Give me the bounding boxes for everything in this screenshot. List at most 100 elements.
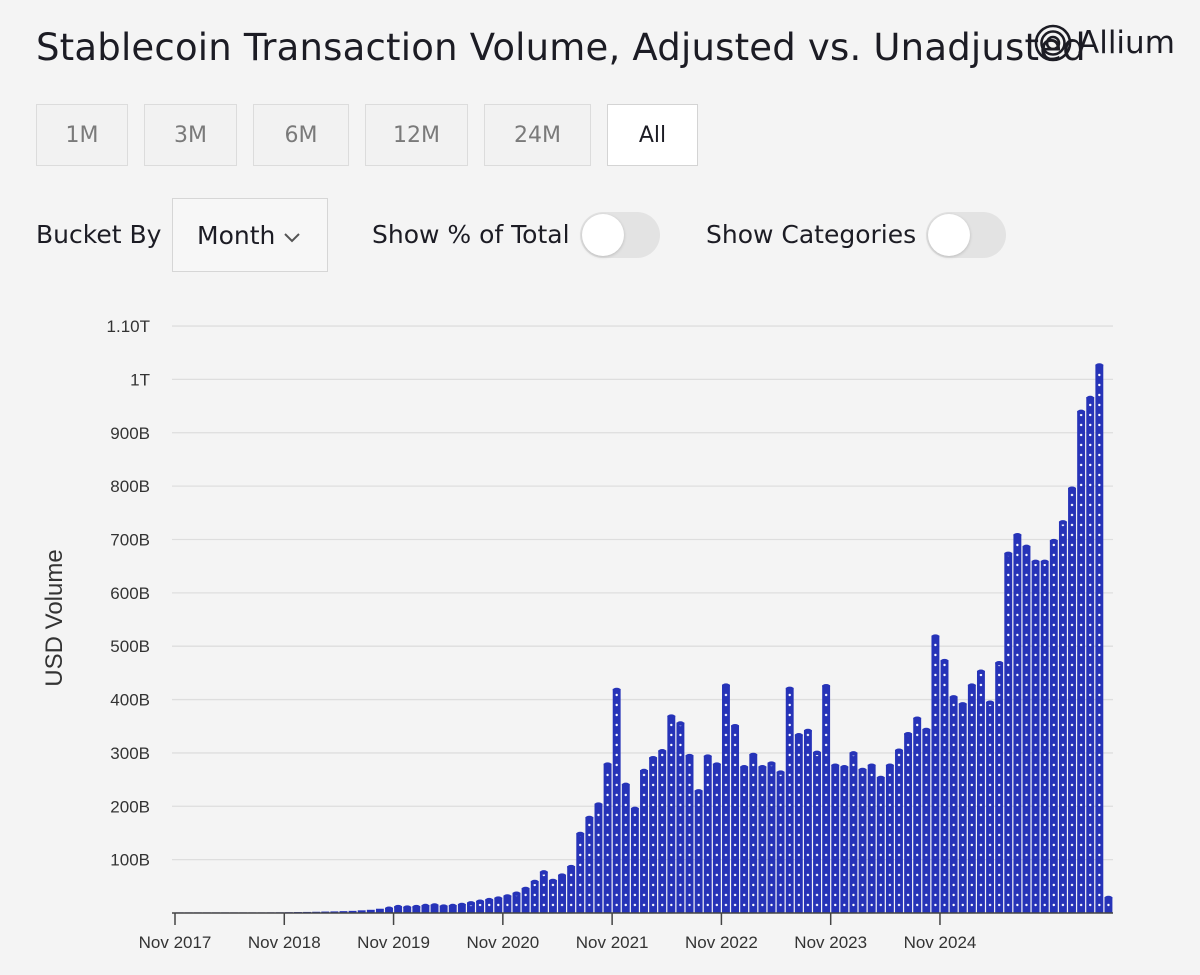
bar[interactable] [394, 906, 403, 913]
bar[interactable] [457, 903, 466, 913]
bar[interactable] [1004, 552, 1013, 913]
range-6m-button[interactable]: 6M [253, 104, 349, 166]
bar[interactable] [348, 910, 357, 913]
range-12m-button[interactable]: 12M [365, 104, 468, 166]
show-categories-toggle[interactable] [926, 212, 1006, 258]
bar[interactable] [776, 771, 785, 913]
bar[interactable] [694, 790, 703, 913]
bar[interactable] [585, 816, 594, 913]
bar-cap [767, 761, 776, 766]
bar[interactable] [703, 755, 712, 913]
bar[interactable] [1022, 545, 1031, 913]
bar[interactable] [922, 728, 931, 913]
bar-cap [703, 754, 712, 759]
bar[interactable] [722, 684, 730, 913]
bar[interactable] [594, 803, 603, 913]
bar[interactable] [904, 733, 913, 913]
bar[interactable] [539, 871, 548, 913]
bar[interactable] [740, 766, 749, 913]
bar[interactable] [558, 874, 566, 913]
bar[interactable] [1068, 487, 1076, 913]
range-3m-button[interactable]: 3M [144, 104, 237, 166]
bar[interactable] [1049, 540, 1058, 913]
bar[interactable] [1086, 397, 1095, 913]
bar[interactable] [849, 752, 858, 913]
bar[interactable] [530, 880, 539, 913]
bar[interactable] [430, 904, 439, 913]
bar[interactable] [1058, 521, 1067, 913]
bar[interactable] [567, 866, 576, 913]
bar[interactable] [986, 701, 995, 913]
bar[interactable] [521, 887, 530, 913]
bar[interactable] [1031, 560, 1040, 913]
bar[interactable] [512, 892, 521, 913]
bar[interactable] [658, 750, 667, 913]
bar[interactable] [503, 895, 512, 913]
bar[interactable] [895, 749, 903, 913]
bar[interactable] [467, 902, 475, 913]
bar-cap [439, 904, 448, 909]
bar[interactable] [749, 753, 758, 913]
bar[interactable] [403, 906, 412, 913]
bar[interactable] [676, 722, 685, 913]
bar[interactable] [876, 776, 885, 913]
bar[interactable] [612, 688, 621, 913]
bar[interactable] [1095, 364, 1104, 913]
bar[interactable] [940, 660, 949, 913]
bar[interactable] [1104, 896, 1113, 913]
bar[interactable] [630, 807, 639, 913]
show-pct-toggle[interactable] [580, 212, 660, 258]
bar[interactable] [330, 911, 339, 913]
bar[interactable] [448, 904, 457, 913]
bar[interactable] [822, 685, 831, 913]
bar[interactable] [576, 832, 585, 913]
bar[interactable] [967, 684, 976, 913]
bar[interactable] [1077, 410, 1086, 913]
bar[interactable] [1040, 560, 1049, 913]
bar[interactable] [840, 766, 849, 913]
bar[interactable] [858, 768, 867, 913]
bar[interactable] [758, 766, 767, 913]
bar[interactable] [949, 696, 958, 913]
bar[interactable] [439, 905, 448, 913]
bar[interactable] [976, 670, 985, 913]
bar[interactable] [1013, 534, 1022, 913]
bar[interactable] [548, 879, 557, 913]
y-tick-label: 800B [110, 477, 150, 496]
bar[interactable] [621, 783, 630, 913]
bar[interactable] [667, 715, 676, 913]
bar[interactable] [712, 763, 721, 913]
bar[interactable] [412, 906, 421, 913]
bar[interactable] [913, 717, 922, 913]
bar[interactable] [958, 703, 967, 913]
bar-cap [612, 687, 621, 693]
bar[interactable] [476, 900, 485, 913]
bar[interactable] [603, 763, 612, 913]
bar[interactable] [494, 897, 503, 913]
bar[interactable] [885, 764, 894, 913]
bar[interactable] [649, 757, 658, 913]
bar[interactable] [831, 764, 840, 913]
bar[interactable] [375, 908, 384, 913]
bar[interactable] [803, 729, 812, 913]
bar[interactable] [867, 764, 876, 913]
range-1m-button[interactable]: 1M [36, 104, 128, 166]
bar[interactable] [995, 662, 1004, 913]
bar[interactable] [685, 755, 694, 913]
bar[interactable] [785, 687, 794, 913]
bar[interactable] [794, 734, 803, 913]
bar[interactable] [731, 725, 740, 913]
bar[interactable] [421, 904, 430, 913]
bar[interactable] [640, 769, 648, 913]
range-24m-button[interactable]: 24M [484, 104, 591, 166]
bar[interactable] [366, 909, 375, 913]
bucket-select[interactable]: Month [172, 198, 328, 272]
bar[interactable] [339, 911, 348, 913]
bar[interactable] [485, 899, 494, 913]
bar[interactable] [357, 910, 366, 913]
range-all-button[interactable]: All [607, 104, 698, 166]
bar-cap [885, 763, 894, 768]
bar[interactable] [931, 635, 940, 913]
bar[interactable] [767, 762, 776, 913]
bar[interactable] [813, 751, 821, 913]
